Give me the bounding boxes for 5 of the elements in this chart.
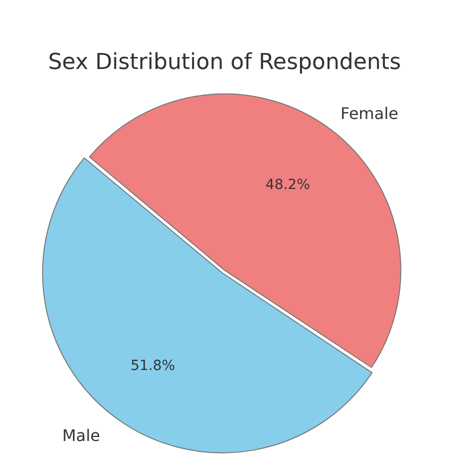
data-label: 51.8% [130,358,176,374]
chart-title: Sex Distribution of Respondents [48,50,401,75]
slice-label: Male [62,426,100,445]
slice-label: Female [340,104,398,123]
data-label: 48.2% [266,177,310,194]
